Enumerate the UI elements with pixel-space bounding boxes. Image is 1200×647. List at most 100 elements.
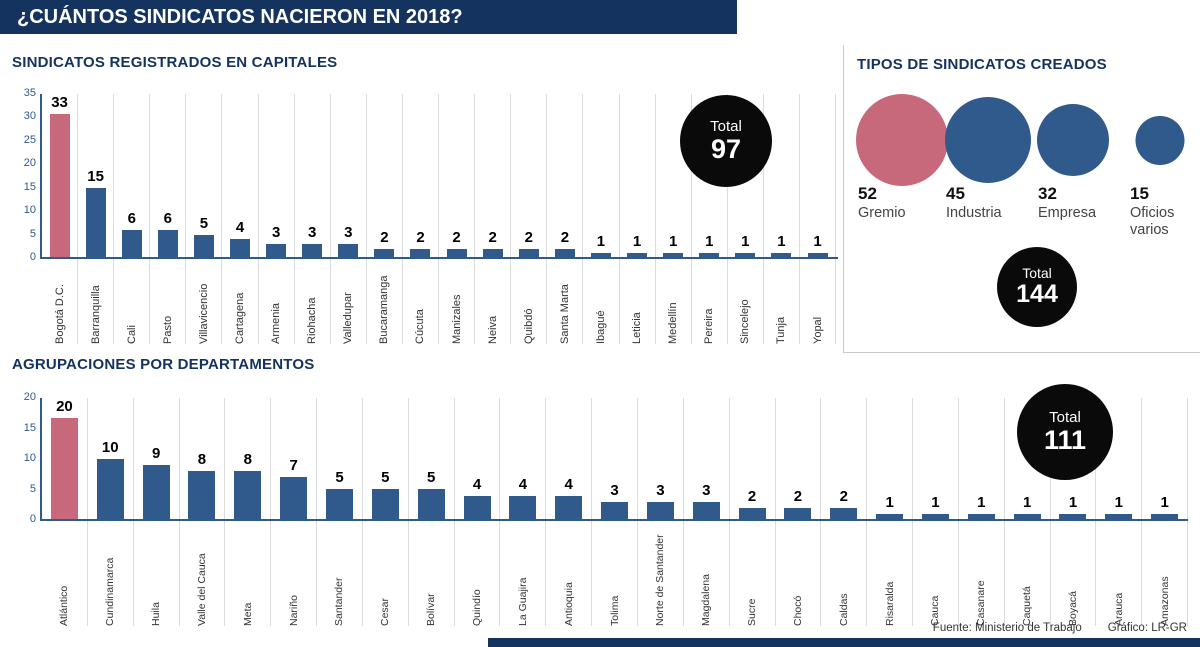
bar-category-label: Cauca <box>929 595 942 626</box>
bar-column: 1 Caquetá <box>1005 398 1051 626</box>
capitals-y-axis-line <box>40 94 42 259</box>
bar-value-label: 1 <box>1022 494 1032 511</box>
bar-column: 33 Bogotá D.C. <box>42 94 79 344</box>
type-label: Empresa <box>1038 205 1097 221</box>
bar <box>735 253 756 258</box>
y-axis-tick-label: 10 <box>23 452 36 464</box>
bar-column: 9 Huila <box>134 398 180 626</box>
bar-column: 2 Cúcuta <box>403 94 440 344</box>
bar-value-label: 5 <box>335 469 344 486</box>
bar <box>1151 514 1179 520</box>
bar-category-label: Barranquilla <box>89 285 102 344</box>
type-bubble <box>856 94 948 186</box>
bar <box>1059 514 1087 520</box>
type-label: Industria <box>946 205 1002 221</box>
bar-column: 4 Antioquia <box>546 398 593 626</box>
bar-column: 1 Cauca <box>913 398 959 626</box>
total-label: Total <box>1022 265 1052 282</box>
bar-value-label: 3 <box>702 482 711 499</box>
capitals-baseline <box>40 257 838 259</box>
bar-category-label: Yopal <box>811 316 824 344</box>
bar-value-label: 9 <box>151 445 161 462</box>
type-bubble <box>1135 115 1185 165</box>
bar-column: 2 Santa Marta <box>547 94 584 344</box>
bar-value-label: 10 <box>101 439 119 456</box>
bar-category-label: Armenia <box>270 303 283 344</box>
y-axis-tick-label: 15 <box>23 421 36 434</box>
bar-category-label: Ibagué <box>594 310 607 344</box>
bar-column: 1 Sincelejo <box>728 94 764 344</box>
bar <box>509 496 537 520</box>
type-item: 52 Gremio <box>856 94 948 254</box>
bar-column: 15 Barranquilla <box>78 94 115 344</box>
bar-category-label: Santa Marta <box>558 284 571 344</box>
bar-column: 1 Ibagué <box>583 94 620 344</box>
bar-category-label: Cartagena <box>234 292 247 344</box>
type-item: 32 Empresa <box>1036 94 1110 254</box>
bar <box>49 114 70 258</box>
bar <box>463 496 491 520</box>
bar-column: 1 Casanare <box>959 398 1005 626</box>
bar <box>417 489 445 520</box>
bar-value-label: 2 <box>524 229 533 246</box>
bar-category-label: Amazonas <box>1158 576 1171 626</box>
bar <box>371 489 399 520</box>
bar-value-label: 4 <box>518 476 528 493</box>
bar-category-label: Bolívar <box>425 593 438 626</box>
bar-category-label: Antioquia <box>562 582 575 626</box>
bar-value-label: 2 <box>747 488 757 505</box>
bar-column: 6 Pasto <box>150 94 187 344</box>
bar-value-label: 3 <box>610 482 619 499</box>
bar-value-label: 4 <box>472 476 482 493</box>
bar-category-label: Bogotá D.C. <box>53 284 66 344</box>
bar-value-label: 7 <box>289 457 298 474</box>
bar-column: 1 Pereira <box>692 94 728 344</box>
y-axis-tick-label: 5 <box>29 482 36 495</box>
bar <box>302 244 323 258</box>
bar <box>338 244 359 258</box>
bar-column: 1 Arauca <box>1096 398 1143 626</box>
bar-category-label: Meta <box>241 602 254 626</box>
bar-value-label: 6 <box>163 210 172 227</box>
bar-column: 1 Medellín <box>656 94 692 344</box>
total-value: 144 <box>1016 280 1058 309</box>
bar-category-label: Chocó <box>791 595 804 626</box>
bar-column: 3 Armenia <box>259 94 295 344</box>
bar-value-label: 6 <box>127 210 136 227</box>
bar-column: 2 Chocó <box>776 398 822 626</box>
bar <box>325 489 353 520</box>
bar-column: 1 Yopal <box>800 94 837 344</box>
bar <box>601 502 629 520</box>
bar-column: 10 Cundinamarca <box>88 398 134 626</box>
bar-value-label: 2 <box>452 229 461 246</box>
bar-category-label: Norte de Santander <box>654 534 667 626</box>
type-label: Gremio <box>858 205 906 221</box>
bar-category-label: Pasto <box>161 315 174 344</box>
bar-value-label: 3 <box>656 482 665 499</box>
bar-category-label: Risaralda <box>883 581 896 626</box>
bar <box>627 253 648 258</box>
bar-category-label: Medellín <box>667 302 680 344</box>
bar-column: 1 Amazonas <box>1142 398 1189 626</box>
bar <box>266 244 287 258</box>
bar-column: 3 Norte de Santander <box>638 398 684 626</box>
bar-value-label: 4 <box>235 219 245 236</box>
y-axis-tick-label: 0 <box>29 251 36 263</box>
bar <box>692 502 720 520</box>
bar-column: 3 Tolima <box>592 398 638 626</box>
bar-category-label: Sincelejo <box>739 299 752 344</box>
departments-y-axis: 0 5 10 15 20 <box>0 391 36 525</box>
bar-value-label: 3 <box>271 224 281 241</box>
type-item: 15 Oficios varios <box>1128 94 1192 254</box>
departments-baseline <box>40 519 1188 521</box>
footer-source: Fuente: Ministerio de Trabajo <box>932 622 1082 634</box>
bar-value-label: 5 <box>427 469 436 486</box>
footer-credit: Gráfico: LR-GR <box>1107 622 1187 634</box>
y-axis-tick-label: 35 <box>23 87 36 99</box>
bar <box>555 496 583 520</box>
bar <box>830 508 858 520</box>
bar-value-label: 2 <box>793 488 803 505</box>
bar-value-label: 1 <box>741 233 750 250</box>
bar-category-label: Cundinamarca <box>104 557 117 626</box>
type-value: 15 <box>1130 184 1149 203</box>
